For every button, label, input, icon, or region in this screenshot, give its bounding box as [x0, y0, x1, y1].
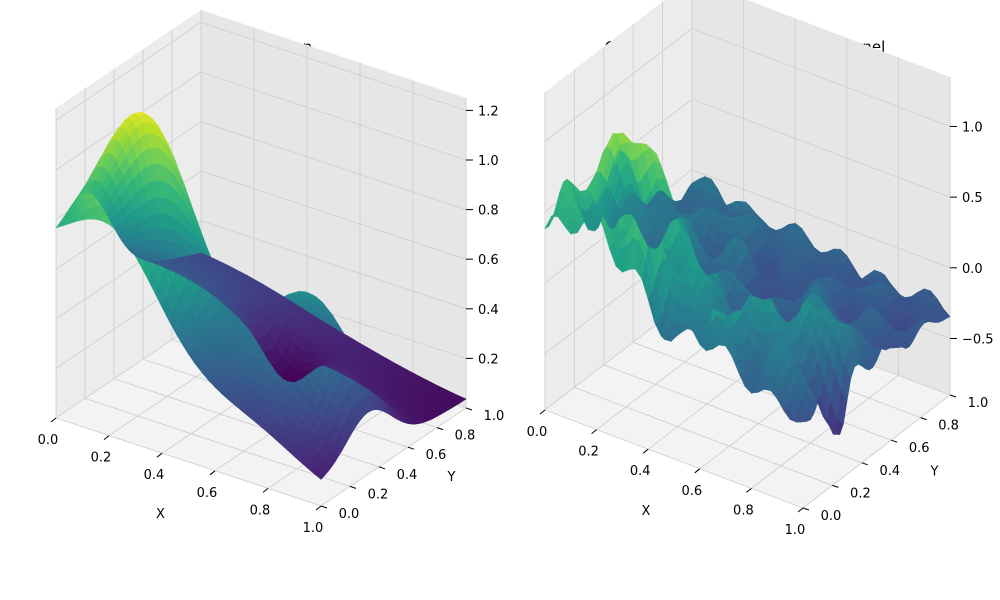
y-tick-label: 0.8	[455, 429, 476, 444]
y-tick-label: 0.4	[879, 464, 900, 479]
z-tick-label: 0.8	[478, 204, 499, 219]
y-tick-mark	[861, 462, 868, 466]
y-tick-mark	[378, 466, 386, 470]
x-tick-label: 1.0	[785, 523, 806, 538]
x-tick-mark	[50, 417, 57, 423]
y-tick-label: 0.0	[821, 509, 842, 524]
y-tick-mark	[802, 507, 810, 511]
x-tick-mark	[642, 448, 649, 454]
z-tick-label: 0.4	[478, 303, 499, 318]
x-tick-mark	[694, 468, 701, 474]
x-tick-label: 0.8	[250, 503, 271, 518]
x-tick-mark	[103, 435, 110, 440]
y-tick-label: 1.0	[968, 396, 989, 411]
z-tick-label: 0.6	[478, 253, 499, 268]
y-tick-label: 0.0	[339, 507, 360, 522]
x-tick-label: 0.4	[144, 468, 165, 483]
y-tick-mark	[407, 446, 415, 450]
y-tick-mark	[832, 484, 839, 488]
x-tick-label: 1.0	[303, 521, 324, 536]
x-tick-label: 0.0	[38, 433, 59, 448]
x-tick-label: 0.6	[197, 486, 218, 501]
x-tick-mark	[209, 470, 216, 476]
x-tick-mark	[797, 507, 804, 513]
x-tick-label: 0.8	[733, 503, 754, 518]
y-tick-label: 0.4	[397, 468, 418, 483]
y-tick-mark	[320, 505, 328, 509]
x-tick-mark	[156, 452, 163, 458]
y-tick-mark	[920, 417, 927, 421]
y-tick-label: 0.6	[426, 448, 447, 463]
surface	[544, 132, 951, 436]
x-tick-mark	[262, 488, 269, 493]
y-tick-label: 0.2	[850, 486, 871, 501]
x-tick-label: 0.2	[578, 445, 599, 460]
x-tick-label: 0.4	[630, 464, 651, 479]
x-tick-label: 0.2	[91, 451, 112, 466]
y-tick-mark	[349, 485, 357, 489]
surface	[55, 111, 467, 480]
y-axis-label: Y	[930, 465, 939, 480]
y-tick-label: 0.6	[909, 441, 930, 456]
x-axis-label: X	[642, 504, 651, 519]
franke-function-plot: Franke Function0.00.20.40.60.81.0X0.00.2…	[38, 10, 505, 536]
floor-pane	[545, 297, 950, 508]
surface-patch	[196, 252, 209, 258]
y-tick-mark	[891, 439, 898, 443]
y-tick-label: 0.2	[368, 487, 389, 502]
z-tick-label: 1.0	[962, 120, 983, 135]
z-tick-label: 0.5	[962, 191, 983, 206]
y-tick-label: 1.0	[484, 409, 505, 424]
y-axis-label: Y	[447, 470, 456, 485]
x-axis-label: X	[156, 507, 165, 522]
surface-patch	[687, 178, 700, 190]
z-tick-label: 0.2	[478, 352, 499, 367]
y-tick-mark	[949, 394, 957, 398]
z-tick-label: 1.2	[478, 104, 499, 119]
z-tick-label: 1.0	[478, 154, 499, 169]
x-tick-label: 0.6	[681, 484, 702, 499]
x-tick-mark	[591, 429, 597, 434]
y-tick-mark	[465, 407, 473, 411]
gpr-prediction-plot: GPR Prediction - Constant*RBF kernel0.00…	[527, 0, 994, 538]
y-tick-label: 0.8	[938, 419, 959, 434]
x-tick-mark	[539, 409, 546, 415]
x-tick-label: 0.0	[527, 425, 548, 440]
x-tick-mark	[315, 505, 322, 511]
z-tick-label: −0.5	[962, 332, 994, 347]
y-tick-mark	[436, 427, 444, 431]
x-tick-mark	[746, 488, 752, 493]
z-tick-label: 0.0	[962, 262, 983, 277]
